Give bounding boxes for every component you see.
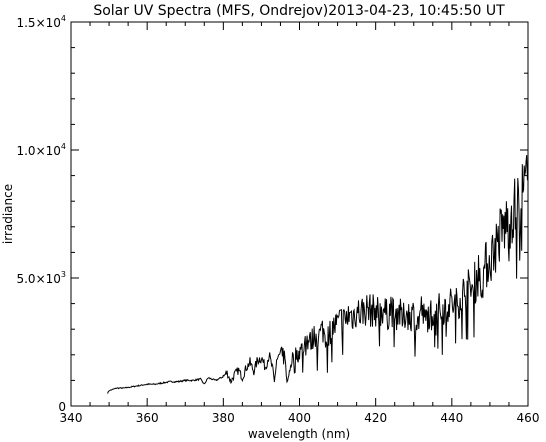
y-tick-label: 0: [58, 400, 66, 414]
x-tick-label: 340: [60, 411, 83, 425]
y-tick-label: 5.0×103: [16, 270, 66, 286]
chart-title: Solar UV Spectra (MFS, Ondrejov)2013-04-…: [93, 3, 505, 19]
y-tick-label: 1.5×104: [16, 14, 66, 30]
y-tick-exponent: 4: [61, 14, 66, 23]
x-tick-label: 380: [212, 411, 235, 425]
x-tick-label: 460: [517, 411, 540, 425]
y-tick-exponent: 4: [61, 142, 66, 151]
y-tick-exponent: 3: [61, 270, 66, 279]
x-axis-label: wavelength (nm): [248, 427, 350, 441]
y-tick-mantissa: 5.0×10: [16, 272, 60, 286]
y-tick-mantissa: 1.0×10: [16, 144, 60, 158]
y-tick-mantissa: 1.5×10: [16, 16, 60, 30]
x-tick-label: 360: [136, 411, 159, 425]
x-tick-label: 400: [288, 411, 311, 425]
y-axis-label: irradiance: [1, 184, 15, 244]
irradiance-line: [107, 155, 529, 394]
y-tick-label: 1.0×104: [16, 142, 66, 158]
x-axis: 340 360 380 400 420 440 460: [60, 22, 540, 425]
x-tick-label: 440: [440, 411, 463, 425]
plot-frame: [70, 21, 529, 407]
x-tick-label: 420: [364, 411, 387, 425]
